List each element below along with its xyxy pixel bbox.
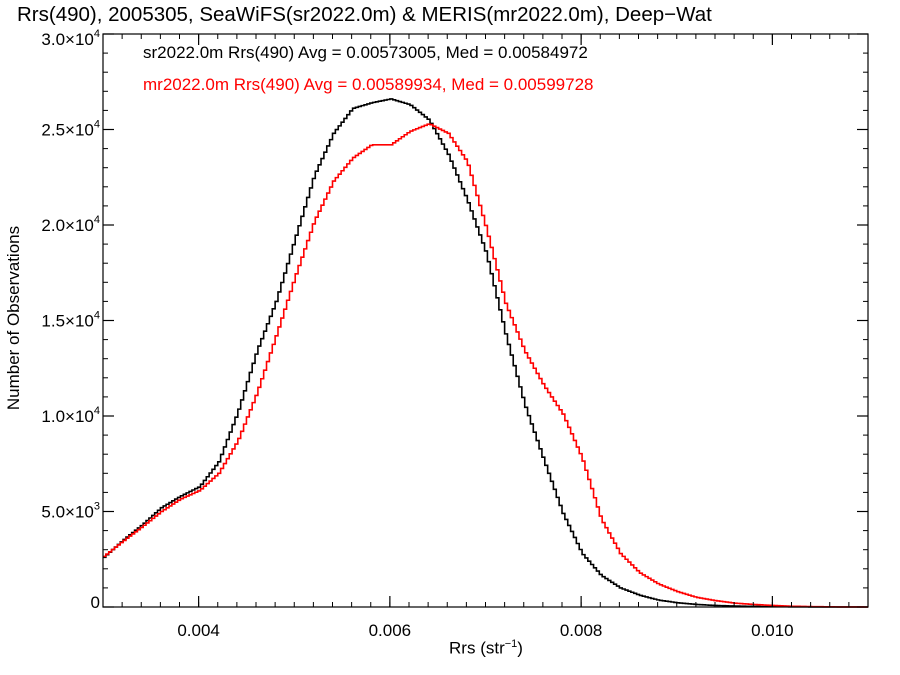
y-tick-exponent: 4 bbox=[94, 214, 100, 226]
chart-title: Rrs(490), 2005305, SeaWiFS(sr2022.0m) & … bbox=[17, 3, 712, 26]
y-tick-mantissa: 0 bbox=[91, 593, 100, 612]
y-tick-label: 1.0×104 bbox=[41, 405, 100, 426]
y-tick-label: 3.0×104 bbox=[41, 28, 100, 49]
series-layer bbox=[103, 98, 868, 608]
y-tick-exponent: 3 bbox=[94, 501, 100, 513]
x-axis-label-exponent: −1 bbox=[504, 638, 518, 650]
x-tick-label: 0.008 bbox=[560, 621, 603, 640]
axes-layer: 0.004 0.006 0.008 0.01005.0×1031.0×1041.5×1… bbox=[41, 28, 869, 640]
legend-entry-red: mr2022.0m Rrs(490) Avg = 0.00589934, Med… bbox=[143, 75, 594, 94]
y-tick-mantissa: 2.0×10 bbox=[41, 216, 93, 235]
series-line-mr2022 bbox=[103, 123, 868, 608]
y-tick-label: 1.5×104 bbox=[41, 310, 100, 331]
y-tick-label: 5.0×103 bbox=[41, 501, 100, 522]
y-tick-exponent: 4 bbox=[94, 405, 100, 417]
y-tick-mantissa: 3.0×10 bbox=[41, 30, 93, 49]
y-tick-exponent: 4 bbox=[94, 28, 100, 40]
y-tick-mantissa: 2.5×10 bbox=[41, 121, 93, 140]
y-tick-label: 0 bbox=[91, 593, 100, 612]
y-tick-label: 2.0×104 bbox=[41, 214, 100, 235]
y-axis-label: Number of Observations bbox=[4, 225, 23, 411]
series-line-sr2022 bbox=[103, 98, 868, 608]
y-tick-exponent: 4 bbox=[94, 119, 100, 131]
x-tick-label: 0.010 bbox=[751, 621, 794, 640]
y-tick-exponent: 4 bbox=[94, 310, 100, 322]
y-tick-label: 2.5×104 bbox=[41, 119, 100, 140]
y-tick-mantissa: 1.0×10 bbox=[41, 407, 93, 426]
x-tick-label: 0.004 bbox=[177, 621, 220, 640]
y-tick-mantissa: 1.5×10 bbox=[41, 312, 93, 331]
x-tick-label: 0.006 bbox=[369, 621, 412, 640]
legend-entry-black: sr2022.0m Rrs(490) Avg = 0.00573005, Med… bbox=[143, 43, 588, 62]
plot-frame bbox=[102, 33, 869, 608]
y-tick-mantissa: 5.0×10 bbox=[41, 503, 93, 522]
x-axis-label-close: ) bbox=[517, 638, 523, 658]
x-axis-label: Rrs (str−1) bbox=[449, 638, 523, 659]
x-axis-label-text: Rrs (str bbox=[449, 638, 505, 658]
